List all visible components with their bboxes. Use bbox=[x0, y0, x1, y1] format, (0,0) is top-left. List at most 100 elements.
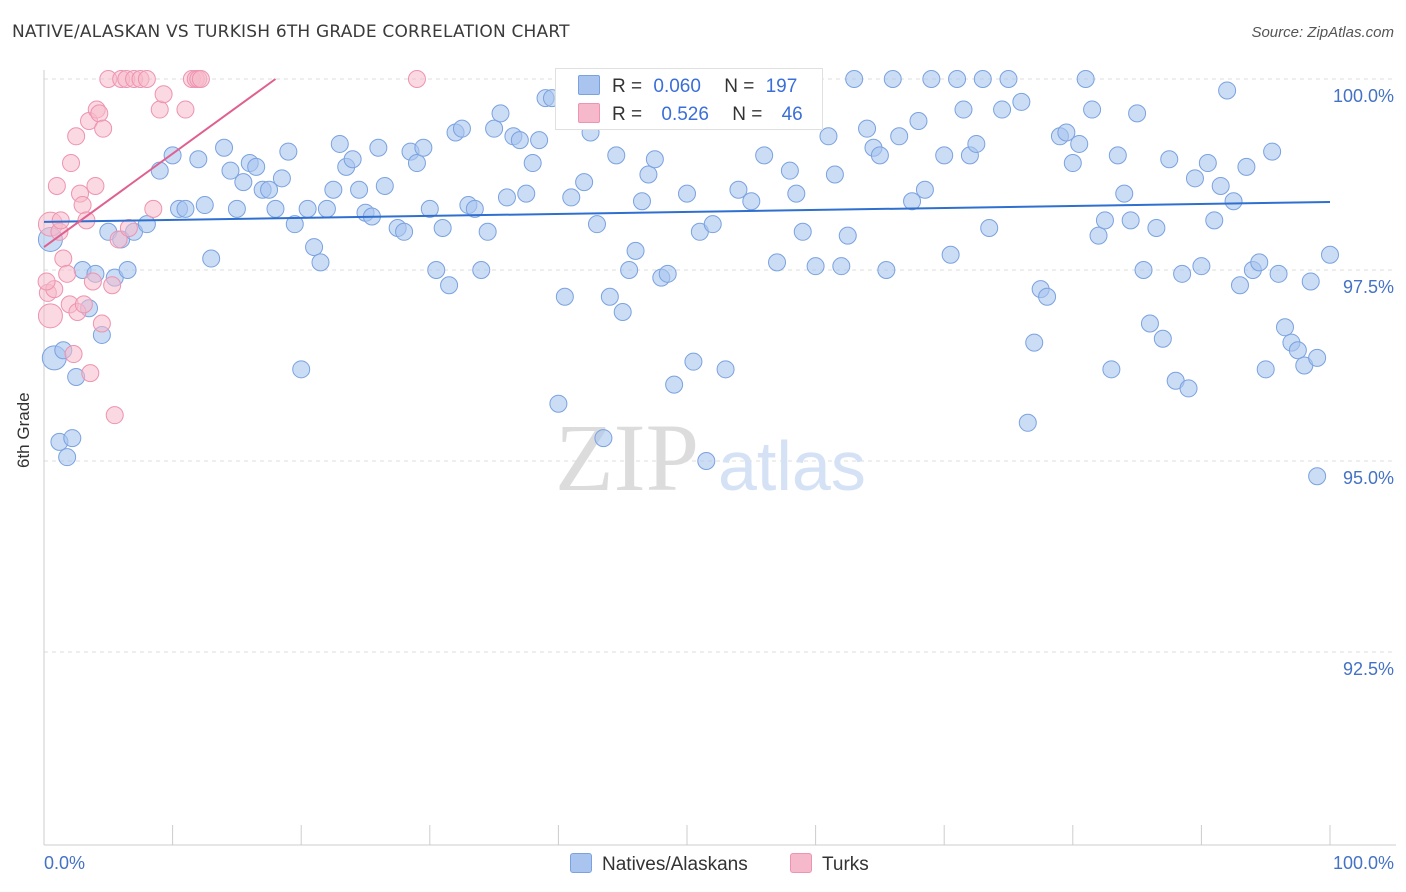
natives-point bbox=[832, 257, 851, 276]
turks-n-value: 46 bbox=[781, 104, 803, 125]
y-tick-label: 100.0% bbox=[1332, 86, 1394, 106]
natives-point bbox=[1321, 245, 1339, 264]
natives-point bbox=[1237, 157, 1256, 176]
natives-point bbox=[1198, 154, 1217, 173]
natives-point bbox=[317, 199, 336, 218]
turks-point bbox=[47, 176, 66, 195]
natives-point bbox=[948, 70, 967, 88]
natives-point bbox=[472, 261, 491, 279]
natives-point bbox=[324, 180, 343, 199]
natives-point bbox=[298, 199, 317, 218]
natives-point bbox=[562, 188, 581, 207]
y-tick-label: 97.5% bbox=[1342, 277, 1394, 297]
natives-point bbox=[1128, 104, 1147, 123]
turks-point bbox=[105, 406, 124, 425]
natives-point bbox=[523, 154, 542, 173]
watermark-atlas: atlas bbox=[718, 427, 866, 505]
natives-point bbox=[768, 253, 787, 272]
natives-point bbox=[202, 249, 221, 268]
natives-point bbox=[980, 218, 999, 237]
y-tick-label: 92.5% bbox=[1342, 659, 1394, 679]
natives-point bbox=[755, 146, 774, 165]
natives-point bbox=[1115, 184, 1134, 203]
natives-point bbox=[999, 70, 1018, 88]
natives-point bbox=[915, 180, 934, 199]
natives-point bbox=[632, 192, 651, 211]
y-axis-label: 6th Grade bbox=[14, 392, 33, 468]
natives-point bbox=[806, 257, 825, 276]
natives-point bbox=[845, 70, 864, 88]
natives-point bbox=[58, 448, 77, 467]
source-credit: Source: ZipAtlas.com bbox=[1251, 24, 1394, 41]
natives-point bbox=[1256, 360, 1275, 379]
natives-point bbox=[780, 161, 799, 180]
turks-point bbox=[67, 127, 86, 146]
natives-point bbox=[227, 199, 246, 218]
turks-point bbox=[92, 314, 111, 333]
natives-point bbox=[1230, 276, 1249, 295]
natives-point bbox=[279, 142, 298, 161]
natives-point bbox=[1121, 211, 1140, 230]
natives-point bbox=[1018, 413, 1037, 432]
turks-point bbox=[37, 303, 63, 329]
natives-point bbox=[697, 452, 716, 470]
natives-point bbox=[626, 241, 645, 260]
natives-point bbox=[176, 199, 195, 218]
natives-point bbox=[491, 104, 510, 123]
natives-point bbox=[935, 146, 954, 165]
natives-swatch bbox=[578, 75, 600, 95]
legend-item-turks: Turks bbox=[790, 853, 869, 876]
natives-point bbox=[195, 196, 214, 215]
natives-point bbox=[890, 127, 909, 146]
natives-point bbox=[1160, 150, 1179, 169]
natives-point bbox=[517, 184, 536, 203]
natives-point bbox=[1134, 261, 1153, 279]
natives-point bbox=[1140, 314, 1159, 333]
natives-point bbox=[465, 199, 484, 218]
turks-point bbox=[119, 218, 138, 237]
natives-point bbox=[613, 303, 632, 322]
natives-point bbox=[1263, 142, 1282, 161]
natives-point bbox=[883, 70, 902, 88]
natives-point bbox=[150, 161, 169, 180]
turks-point bbox=[83, 272, 102, 291]
natives-point bbox=[1076, 70, 1095, 88]
r-label: R = bbox=[612, 104, 643, 125]
turks-point bbox=[64, 345, 83, 364]
natives-point bbox=[1269, 264, 1288, 283]
turks-point bbox=[137, 70, 156, 88]
natives-point bbox=[1211, 176, 1230, 195]
natives-point bbox=[1102, 360, 1121, 379]
turks-point bbox=[58, 264, 77, 283]
natives-point bbox=[485, 119, 504, 138]
stats-legend: R = 0.060 N = 197 R = 0.526 N = 46 bbox=[555, 68, 823, 130]
natives-point bbox=[787, 184, 806, 203]
natives-point bbox=[716, 360, 735, 379]
turks-point bbox=[103, 276, 122, 295]
natives-point bbox=[838, 226, 857, 245]
turks-point bbox=[73, 196, 92, 215]
natives-point bbox=[922, 70, 941, 88]
turks-r-value: 0.526 bbox=[661, 104, 709, 125]
natives-point bbox=[684, 352, 703, 371]
natives-point bbox=[1025, 333, 1044, 352]
natives-n-value: 197 bbox=[765, 76, 798, 97]
natives-point bbox=[1301, 272, 1320, 291]
natives-point bbox=[311, 253, 330, 272]
natives-point bbox=[703, 215, 722, 234]
natives-point bbox=[452, 119, 471, 138]
legend-item-natives: Natives/Alaskans bbox=[570, 853, 748, 876]
natives-point bbox=[793, 222, 812, 241]
turks-point bbox=[74, 295, 93, 314]
natives-point bbox=[941, 245, 960, 264]
natives-point bbox=[587, 215, 606, 234]
natives-point bbox=[234, 173, 253, 192]
natives-point bbox=[1012, 92, 1031, 111]
natives-point bbox=[414, 138, 433, 157]
natives-point bbox=[330, 134, 349, 153]
natives-point bbox=[1070, 134, 1089, 153]
natives-point bbox=[607, 146, 626, 165]
natives-point bbox=[1095, 211, 1114, 230]
natives-point bbox=[825, 165, 844, 184]
legend-label: Natives/Alaskans bbox=[602, 854, 748, 875]
